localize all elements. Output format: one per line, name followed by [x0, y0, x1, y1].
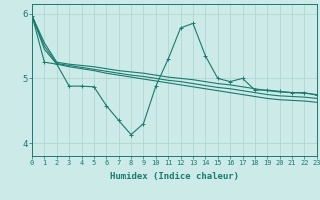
X-axis label: Humidex (Indice chaleur): Humidex (Indice chaleur): [110, 172, 239, 181]
